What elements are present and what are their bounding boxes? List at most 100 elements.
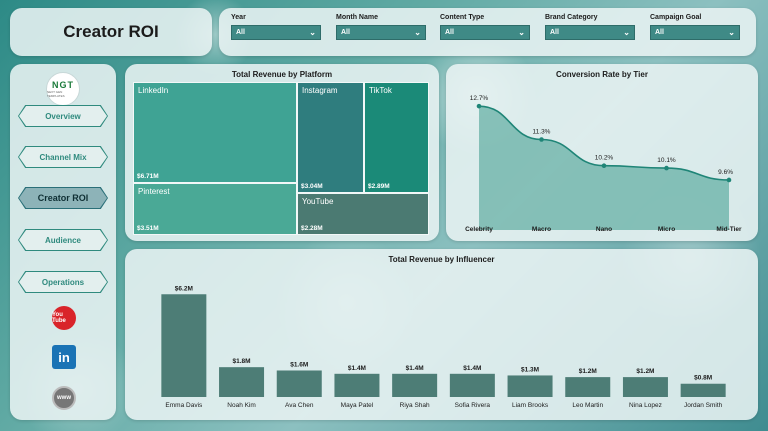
filter-content-type: Content Type All ⌄ bbox=[440, 12, 530, 40]
filter-bar: Year All ⌄ Month Name All ⌄ Content Type A… bbox=[219, 8, 756, 56]
tile-value: $3.04M bbox=[301, 183, 323, 190]
area-fill bbox=[479, 106, 729, 230]
x-tick-label: Riya Shah bbox=[400, 402, 430, 409]
logo-subtext: NEXT GEN TEMPLATES bbox=[47, 90, 65, 98]
chart-title: Total Revenue by Platform bbox=[231, 70, 333, 79]
x-tick-label: Liam Brooks bbox=[512, 402, 549, 409]
treemap-tile-youtube[interactable]: YouTube $2.28M bbox=[297, 193, 429, 235]
nav-label: Overview bbox=[19, 106, 107, 126]
chevron-down-icon: ⌄ bbox=[309, 28, 316, 37]
website-icon[interactable]: www bbox=[52, 386, 76, 410]
data-label: $1.4M bbox=[463, 365, 481, 372]
month-dropdown[interactable]: All ⌄ bbox=[336, 25, 426, 40]
data-point bbox=[601, 163, 607, 168]
nav-audience[interactable]: Audience bbox=[18, 229, 108, 251]
x-tick-label: Nina Lopez bbox=[629, 402, 662, 409]
nav-creator-roi[interactable]: Creator ROI bbox=[18, 187, 108, 209]
data-label: $0.8M bbox=[694, 375, 712, 382]
filter-year: Year All ⌄ bbox=[231, 12, 321, 40]
x-tick-label: Emma Davis bbox=[165, 402, 203, 409]
nav-label: Creator ROI bbox=[19, 188, 107, 208]
nav-operations[interactable]: Operations bbox=[18, 271, 108, 293]
bar bbox=[334, 373, 380, 397]
nav-label: Operations bbox=[19, 272, 107, 292]
dropdown-value: All bbox=[341, 29, 350, 36]
x-tick-label: Macro bbox=[532, 226, 551, 233]
tile-value: $2.28M bbox=[301, 225, 323, 232]
filter-brand-category: Brand Category All ⌄ bbox=[545, 12, 635, 40]
dropdown-value: All bbox=[445, 29, 454, 36]
campaign-goal-dropdown[interactable]: All ⌄ bbox=[650, 25, 740, 40]
data-point bbox=[726, 177, 732, 183]
revenue-by-influencer-card: Total Revenue by Influencer $6.2M Emma Da… bbox=[125, 249, 758, 420]
nav-overview[interactable]: Overview bbox=[18, 105, 108, 127]
tile-value: $2.89M bbox=[368, 183, 390, 190]
treemap-tile-tiktok[interactable]: TikTok $2.89M bbox=[364, 82, 429, 193]
title-panel: Creator ROI bbox=[10, 8, 212, 56]
bar bbox=[392, 373, 438, 397]
bar bbox=[680, 383, 726, 397]
data-label: $1.3M bbox=[521, 366, 539, 373]
data-label: 9.6% bbox=[718, 169, 733, 176]
x-tick-label: Micro bbox=[658, 226, 675, 233]
filter-month: Month Name All ⌄ bbox=[336, 12, 426, 40]
tile-label: Pinterest bbox=[138, 187, 170, 196]
x-tick-label: Leo Martin bbox=[572, 402, 603, 409]
bar bbox=[507, 375, 553, 397]
data-label: 10.1% bbox=[657, 157, 676, 164]
filter-label: Year bbox=[231, 14, 246, 21]
data-point bbox=[539, 137, 544, 142]
youtube-glyph: You Tube bbox=[52, 312, 66, 324]
conversion-rate-card: Conversion Rate by Tier 12.7% Celebrity 11… bbox=[446, 64, 758, 241]
chart-title: Total Revenue by Influencer bbox=[388, 255, 495, 264]
dropdown-value: All bbox=[655, 29, 664, 36]
tile-label: LinkedIn bbox=[138, 86, 169, 95]
linkedin-glyph: in bbox=[58, 349, 70, 365]
sidebar: NGT NEXT GEN TEMPLATES Overview Channel … bbox=[10, 64, 116, 420]
chart-title: Conversion Rate by Tier bbox=[556, 70, 648, 79]
data-label: $1.4M bbox=[406, 365, 424, 372]
filter-label: Content Type bbox=[440, 14, 485, 21]
bar bbox=[449, 373, 495, 397]
youtube-icon[interactable]: You Tube bbox=[52, 306, 76, 330]
data-label: $1.6M bbox=[290, 361, 308, 368]
x-tick-label: Noah Kim bbox=[227, 402, 256, 409]
data-point bbox=[664, 165, 669, 171]
chevron-down-icon: ⌄ bbox=[518, 28, 525, 37]
x-tick-label: Nano bbox=[596, 226, 612, 233]
filter-label: Month Name bbox=[336, 14, 378, 21]
treemap-tile-instagram[interactable]: Instagram $3.04M bbox=[297, 82, 364, 193]
conversion-rate-chart: 12.7% Celebrity 11.3% Macro 10.2% Nano 10.1% Mi… bbox=[465, 95, 742, 233]
treemap-tile-pinterest[interactable]: Pinterest $3.51M bbox=[133, 183, 297, 235]
bar bbox=[276, 370, 322, 397]
bar bbox=[565, 377, 611, 397]
page-title: Creator ROI bbox=[63, 22, 159, 41]
chevron-down-icon: ⌄ bbox=[623, 28, 630, 37]
tile-label: Instagram bbox=[302, 86, 338, 95]
bar bbox=[219, 367, 265, 397]
data-label: $1.2M bbox=[636, 368, 654, 375]
x-tick-label: Sofia Rivera bbox=[455, 402, 491, 409]
treemap-tile-linkedin[interactable]: LinkedIn $6.71M bbox=[133, 82, 297, 183]
revenue-by-influencer-chart: $6.2M Emma Davis $1.8M Noah Kim $1.6M Ava Che… bbox=[161, 285, 726, 409]
linkedin-icon[interactable]: in bbox=[52, 345, 76, 369]
filter-label: Campaign Goal bbox=[650, 14, 702, 21]
x-tick-label: Celebrity bbox=[465, 226, 493, 233]
data-label: 12.7% bbox=[470, 95, 489, 102]
website-glyph: www bbox=[56, 395, 71, 401]
data-label: 11.3% bbox=[533, 128, 551, 135]
brand-category-dropdown[interactable]: All ⌄ bbox=[545, 25, 635, 40]
filter-label: Brand Category bbox=[545, 14, 598, 21]
nav-channel-mix[interactable]: Channel Mix bbox=[18, 146, 108, 168]
data-label: 10.2% bbox=[595, 155, 614, 162]
bar bbox=[161, 294, 207, 397]
data-point bbox=[476, 103, 482, 109]
tile-value: $6.71M bbox=[137, 173, 159, 180]
filter-campaign-goal: Campaign Goal All ⌄ bbox=[650, 12, 740, 40]
tile-label: YouTube bbox=[302, 197, 334, 206]
year-dropdown[interactable]: All ⌄ bbox=[231, 25, 321, 40]
revenue-by-platform-card: Total Revenue by Platform LinkedIn $6.71… bbox=[125, 64, 439, 241]
data-label: $1.4M bbox=[348, 365, 366, 372]
dropdown-value: All bbox=[236, 29, 245, 36]
content-type-dropdown[interactable]: All ⌄ bbox=[440, 25, 530, 40]
